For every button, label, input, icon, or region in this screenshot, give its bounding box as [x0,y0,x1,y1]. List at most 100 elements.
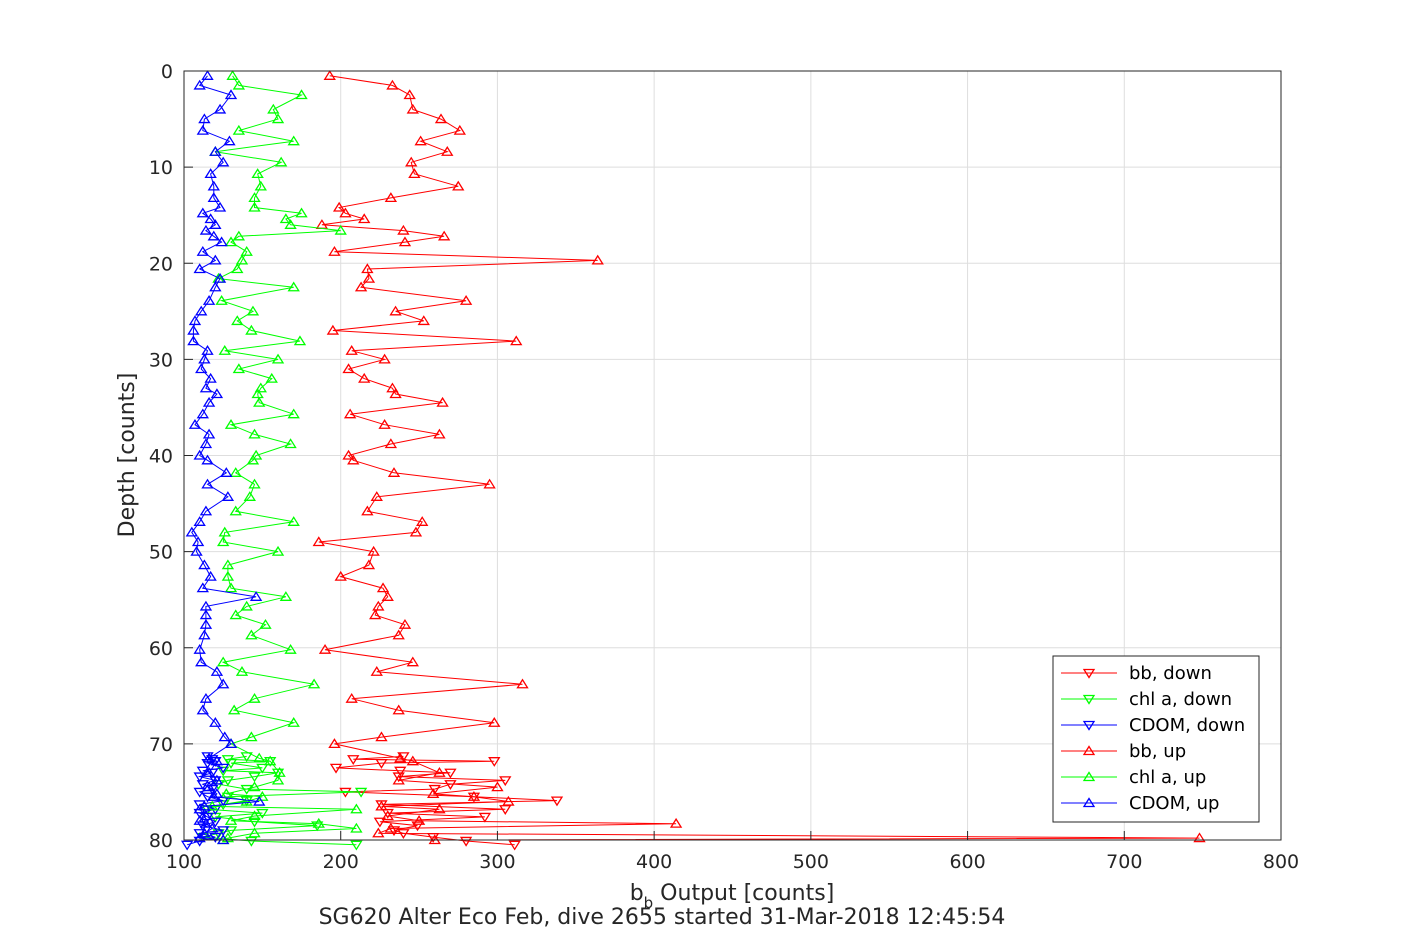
data-point [221,491,235,501]
data-point [318,643,332,654]
data-point [193,829,206,839]
data-point [218,526,231,537]
data-point [248,192,261,203]
data-point [403,89,416,100]
data-point [409,526,423,537]
data-point [209,281,222,292]
data-point [287,408,300,419]
data-point [412,815,426,825]
data-point [444,768,457,779]
data-point [274,156,288,167]
data-point [199,692,213,703]
data-point [187,324,200,335]
data-point [405,156,418,167]
data-point [199,817,213,828]
data-point [398,236,412,247]
data-point [198,113,211,124]
data-point [198,353,211,364]
data-point [328,738,341,749]
series-line [191,75,260,841]
data-point [271,353,285,364]
data-point [224,582,238,593]
data-point [195,656,208,667]
data-point [248,478,261,489]
data-point [229,505,242,516]
legend-marker [1082,668,1096,679]
data-point [251,388,264,399]
legend-label: CDOM, down [1129,715,1245,736]
data-point [224,236,238,247]
data-point [240,245,253,256]
x-tick-label: 300 [479,851,515,873]
data-point [195,305,208,316]
legend-entry: chl a, up [1061,767,1206,788]
data-point [347,755,360,765]
data-point [218,344,231,355]
data-point [284,219,297,229]
data-point [224,815,238,825]
data-point [347,454,360,465]
data-point [248,810,261,821]
data-point [209,817,222,828]
data-point [372,827,385,838]
data-point [387,826,401,837]
legend-label: chl a, up [1129,767,1206,788]
x-axis-label-subscript: b [644,894,654,912]
data-point [264,755,277,766]
legend-entry: bb, down [1061,663,1212,684]
y-tick-label: 50 [149,542,173,564]
legend-entry: bb, up [1061,741,1186,762]
data-point [387,467,401,477]
data-point [199,609,213,620]
data-point [207,192,220,203]
data-point [591,254,604,265]
data-point [220,788,233,799]
data-point [376,582,390,593]
x-axis-label: bb Output [counts] [630,881,835,912]
data-point [389,305,402,316]
data-point [187,335,200,346]
legend-marker [1082,771,1096,782]
x-tick-label: 200 [323,851,359,873]
data-point [210,666,224,676]
data-point [201,752,214,763]
series-line [186,755,224,846]
data-point [199,438,213,449]
data-point [217,536,230,547]
data-point [199,618,213,629]
data-point [253,396,266,407]
data-point [206,822,219,833]
data-point [204,213,217,224]
data-point [343,408,357,419]
data-point [345,344,358,355]
data-point [295,207,308,218]
data-point [209,254,222,265]
data-point [240,600,253,611]
data-point [196,207,209,218]
data-point [209,219,222,229]
data-point [190,545,203,556]
data-point [284,643,297,654]
data-point [408,168,421,179]
legend-marker [1082,694,1096,705]
legend-marker [1082,745,1096,756]
data-point [273,766,286,777]
data-point [193,79,206,90]
data-point [221,755,235,765]
data-point [332,201,346,212]
data-point [245,731,258,742]
data-point [459,295,473,305]
y-tick-label: 30 [149,349,173,371]
data-point [202,396,216,407]
data-point [213,201,227,212]
data-point [499,805,512,815]
data-point [193,516,206,526]
data-point [427,788,440,799]
data-point [441,146,454,156]
data-point [373,817,387,828]
y-tick-label: 60 [149,638,173,660]
chart-caption: SG620 Alter Eco Feb, dive 2655 started 3… [319,905,1006,930]
data-point [436,396,449,407]
data-point [199,224,213,235]
